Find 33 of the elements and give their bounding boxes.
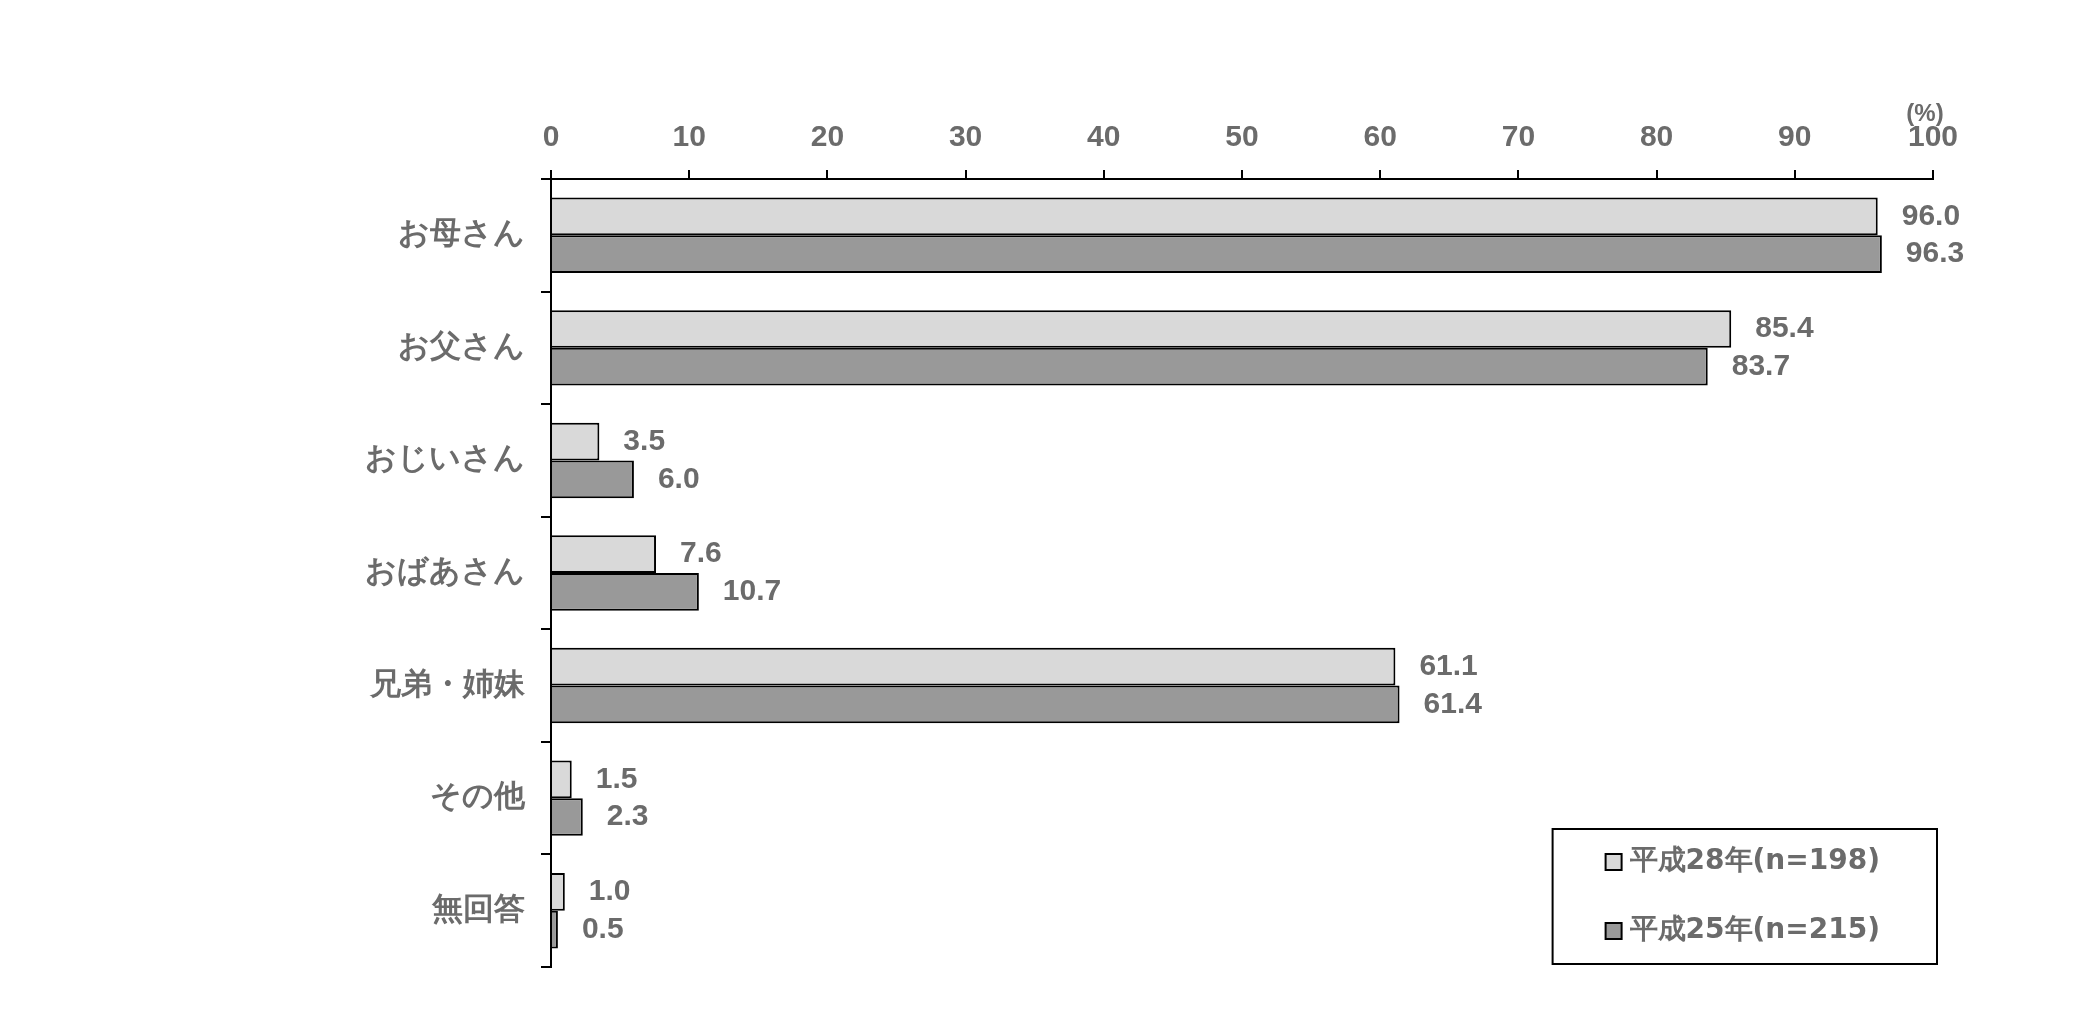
data-label: 61.1 <box>1419 647 1478 681</box>
y-tick-label: お母さん <box>398 214 525 251</box>
data-label: 10.7 <box>722 573 782 607</box>
x-tick-label: 90 <box>1778 119 1812 153</box>
x-tick-label: 10 <box>672 119 706 153</box>
y-tick-label: 無回答 <box>431 889 525 926</box>
data-label: 3.5 <box>623 422 666 456</box>
x-tick-label: 60 <box>1363 119 1397 153</box>
legend-label: 平成25年(n=215) <box>1628 912 1881 946</box>
data-label: 96.0 <box>1901 197 1961 231</box>
data-label: 1.5 <box>595 760 638 794</box>
y-tick-label: お父さん <box>398 326 525 363</box>
data-label: 61.4 <box>1423 685 1483 719</box>
data-label: 6.0 <box>657 460 700 494</box>
x-tick-label: 80 <box>1639 119 1674 153</box>
data-label: 85.4 <box>1755 310 1814 344</box>
data-label: 2.3 <box>606 798 649 832</box>
x-tick-label: 0 <box>542 119 560 153</box>
data-label: 7.6 <box>680 535 722 569</box>
x-tick-label: 30 <box>948 119 983 153</box>
x-tick-label: 40 <box>1087 119 1121 153</box>
data-label: 96.3 <box>1905 235 1965 269</box>
x-tick-label: 20 <box>810 119 845 153</box>
y-tick-label: おじいさん <box>365 439 525 476</box>
x-tick-label: 50 <box>1225 119 1259 153</box>
x-tick-label: 70 <box>1501 119 1536 153</box>
data-label: 1.0 <box>588 873 631 907</box>
data-label: 83.7 <box>1731 347 1791 381</box>
y-tick-label: 兄弟・姉妹 <box>369 664 526 701</box>
data-label: 0.5 <box>581 910 624 944</box>
y-tick-label: その他 <box>430 777 526 814</box>
y-tick-label: おばあさん <box>365 552 525 589</box>
legend-label: 平成28年(n=198) <box>1628 843 1881 877</box>
